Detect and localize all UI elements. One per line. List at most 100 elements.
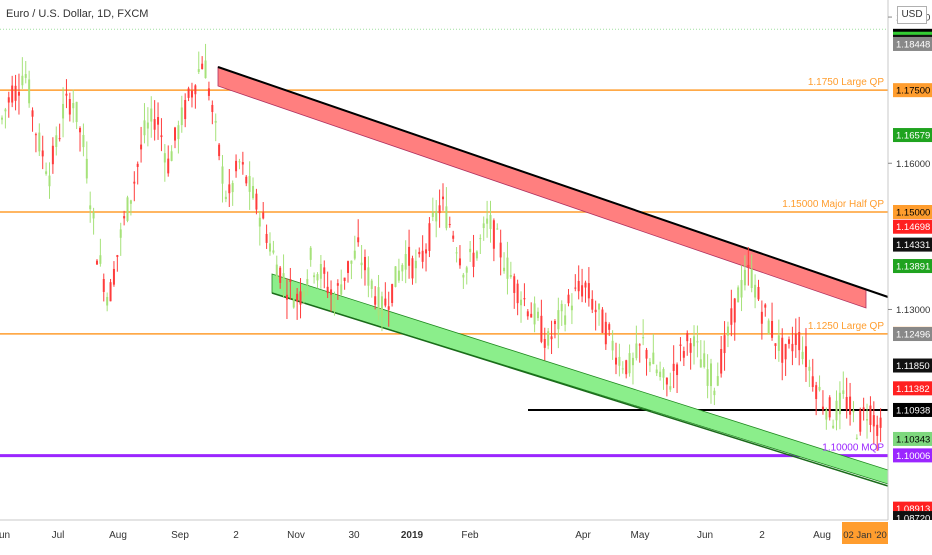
candle-body [615,357,618,365]
candle-body [279,267,282,283]
candle-body [245,176,248,184]
candle-body [550,336,553,340]
candle-body [679,344,682,346]
candle-body [89,205,92,210]
candle-body [38,132,41,152]
price-tag-bg [893,128,932,143]
time-cursor-bg [842,522,888,544]
price-tag-bg [893,219,932,234]
candle-body [401,264,404,272]
candle-body [862,407,865,411]
candle-body [598,303,601,310]
candle-body [123,216,126,219]
price-tag-label: 1.10343 [896,434,930,445]
candle-body [503,267,506,272]
candle-body [231,183,234,193]
candle-body [760,311,763,324]
candle-body [275,264,278,279]
candle-body [577,280,580,292]
candle-body [621,368,624,370]
candle-body [235,160,238,172]
candle-body [553,321,556,325]
channel-green-fill [271,273,889,485]
candle-body [557,310,560,330]
candle-body [645,349,648,359]
candle-body [119,229,122,238]
candle-body [648,361,651,366]
candle-body [855,437,858,439]
candle-body [306,278,309,285]
price-tag-7: 1.14698 [893,219,932,234]
candle-body [462,274,465,278]
price-axis: 1.190001.160001.130001.186151.185551.184… [887,0,932,550]
candle-body [533,303,536,325]
candle-body [228,184,231,194]
candle-body [530,313,533,318]
candle-body [248,175,251,192]
candle-body [391,284,394,303]
price-tag-label: 1.14331 [896,240,930,251]
price-tag-label: 1.10938 [896,405,930,416]
candle-body [319,263,322,279]
candle-body [268,243,271,252]
price-tag-16: 1.10006 [893,448,932,463]
candle-body [526,311,529,317]
level-label-4: 1.10000 MQP [822,443,884,454]
candle-body [849,396,852,415]
candle-body [333,299,336,312]
price-tag-15: 1.10343 [893,431,932,446]
candle-body [85,158,88,179]
candle-body [665,377,668,385]
candle-body [190,90,193,98]
candle-body [292,299,295,308]
candle-body [523,298,526,300]
candle-body [842,390,845,394]
currency-selector[interactable]: USD [897,6,927,24]
candle-body [838,392,841,415]
candle-body [567,294,570,304]
candle-body [55,135,58,147]
candle-body [95,260,98,265]
price-tag-6: 1.15000 [893,204,932,219]
candle-body [431,212,434,218]
candle-body [784,344,787,360]
channel-red-fill [217,66,867,309]
candle-body [313,275,316,278]
candle-body [513,276,516,293]
candle-body [167,158,170,174]
candle-body [604,321,607,345]
price-tag-3: 1.18448 [893,36,932,51]
candle-body [72,103,75,109]
candle-body [866,419,869,421]
candle-body [631,357,634,366]
candle-body [852,410,855,413]
price-tick-label-2: 1.13000 [896,305,930,316]
candle-body [309,247,312,260]
price-tag-label: 1.12496 [896,330,930,341]
price-tag-bg [893,358,932,373]
candle-body [289,279,292,282]
candle-body [801,351,804,360]
candle-body [177,125,180,140]
candle-body [299,291,302,305]
candle-body [7,97,10,103]
candle-body [157,117,160,125]
candle-body [482,223,485,229]
channel-green-edge [271,292,889,487]
candle-body [828,397,831,418]
candle-body [676,364,679,376]
candle-body [635,343,638,359]
candle-body [41,150,44,157]
candle-body [347,261,350,273]
candle-body [435,210,438,222]
candle-body [282,273,285,281]
candle-body [11,85,14,103]
candle-body [116,255,119,257]
candle-body [879,417,882,428]
candle-body [543,338,546,348]
candle-body [716,376,719,386]
price-tag-bg [893,448,932,463]
candle-body [788,339,791,344]
price-tag-label: 1.11850 [896,361,930,372]
